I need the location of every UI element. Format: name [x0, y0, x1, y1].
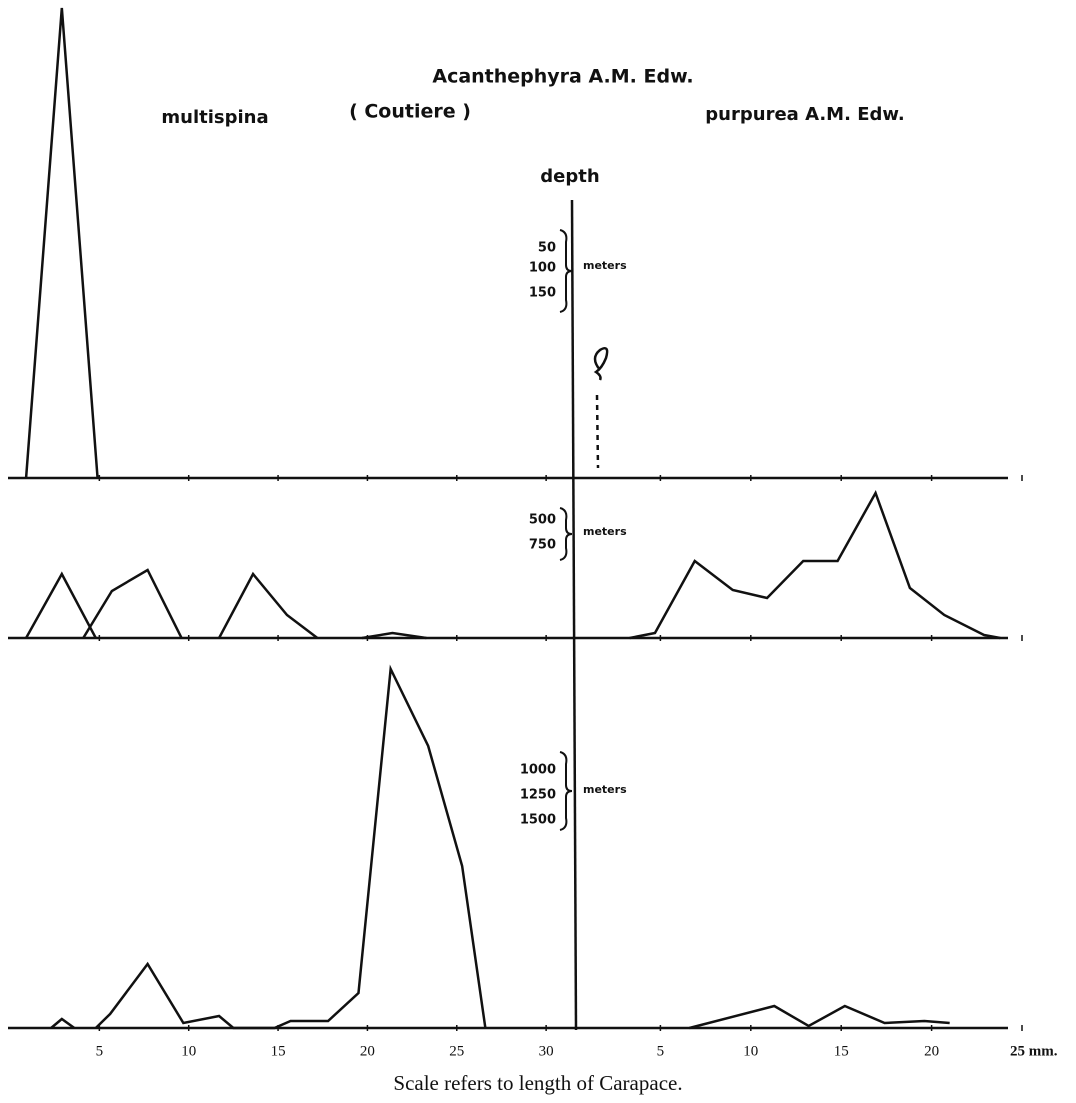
- x2-tick-label: 20: [924, 1043, 939, 1059]
- depth-label: depth: [540, 166, 599, 187]
- frequency-line: [24, 7, 99, 479]
- depth-value: 1000: [520, 763, 556, 778]
- brace: [559, 751, 573, 831]
- x-tick-label: 15: [271, 1043, 286, 1059]
- left-species: multispina: [161, 107, 268, 128]
- chart-title: Acanthephyra A.M. Edw.: [432, 66, 693, 88]
- dashed-line: [595, 394, 600, 469]
- brace: [559, 507, 573, 561]
- frequency-line: [361, 631, 427, 640]
- depth-unit: meters: [583, 259, 627, 272]
- depth-value: 150: [529, 286, 556, 301]
- frequency-line: [50, 1017, 76, 1030]
- x2-tick-label: 5: [657, 1043, 665, 1059]
- x-tick-label: 20: [360, 1043, 375, 1059]
- depth-value: 500: [529, 513, 556, 528]
- x-tick-label: 30: [539, 1043, 554, 1059]
- caption: Scale refers to length of Carapace.: [393, 1071, 682, 1095]
- x2-tick-label: 25 mm.: [1010, 1043, 1058, 1059]
- x2-tick-label: 15: [834, 1043, 849, 1059]
- frequency-line: [82, 568, 183, 639]
- depth-value: 100: [529, 261, 556, 276]
- depth-value: 1500: [520, 813, 556, 828]
- x-tick-label: 25: [449, 1043, 464, 1059]
- frequency-line: [629, 489, 1001, 640]
- frequency-line: [217, 571, 319, 639]
- x2-tick-label: 10: [743, 1043, 758, 1059]
- frequency-line: [24, 571, 97, 639]
- symbol: [593, 347, 609, 381]
- depth-unit: meters: [583, 783, 627, 796]
- left-author: ( Coutiere ): [349, 101, 471, 123]
- right-species: purpurea A.M. Edw.: [705, 104, 904, 125]
- depth-value: 1250: [520, 788, 556, 803]
- depth-unit: meters: [583, 525, 627, 538]
- x-tick-label: 5: [96, 1043, 104, 1059]
- frequency-line: [689, 1004, 950, 1030]
- depth-value: 50: [538, 241, 556, 256]
- depth-value: 750: [529, 538, 556, 553]
- brace: [559, 229, 573, 313]
- center-axis: [570, 199, 578, 1031]
- x-tick-label: 10: [181, 1043, 196, 1059]
- frequency-line: [94, 664, 487, 1030]
